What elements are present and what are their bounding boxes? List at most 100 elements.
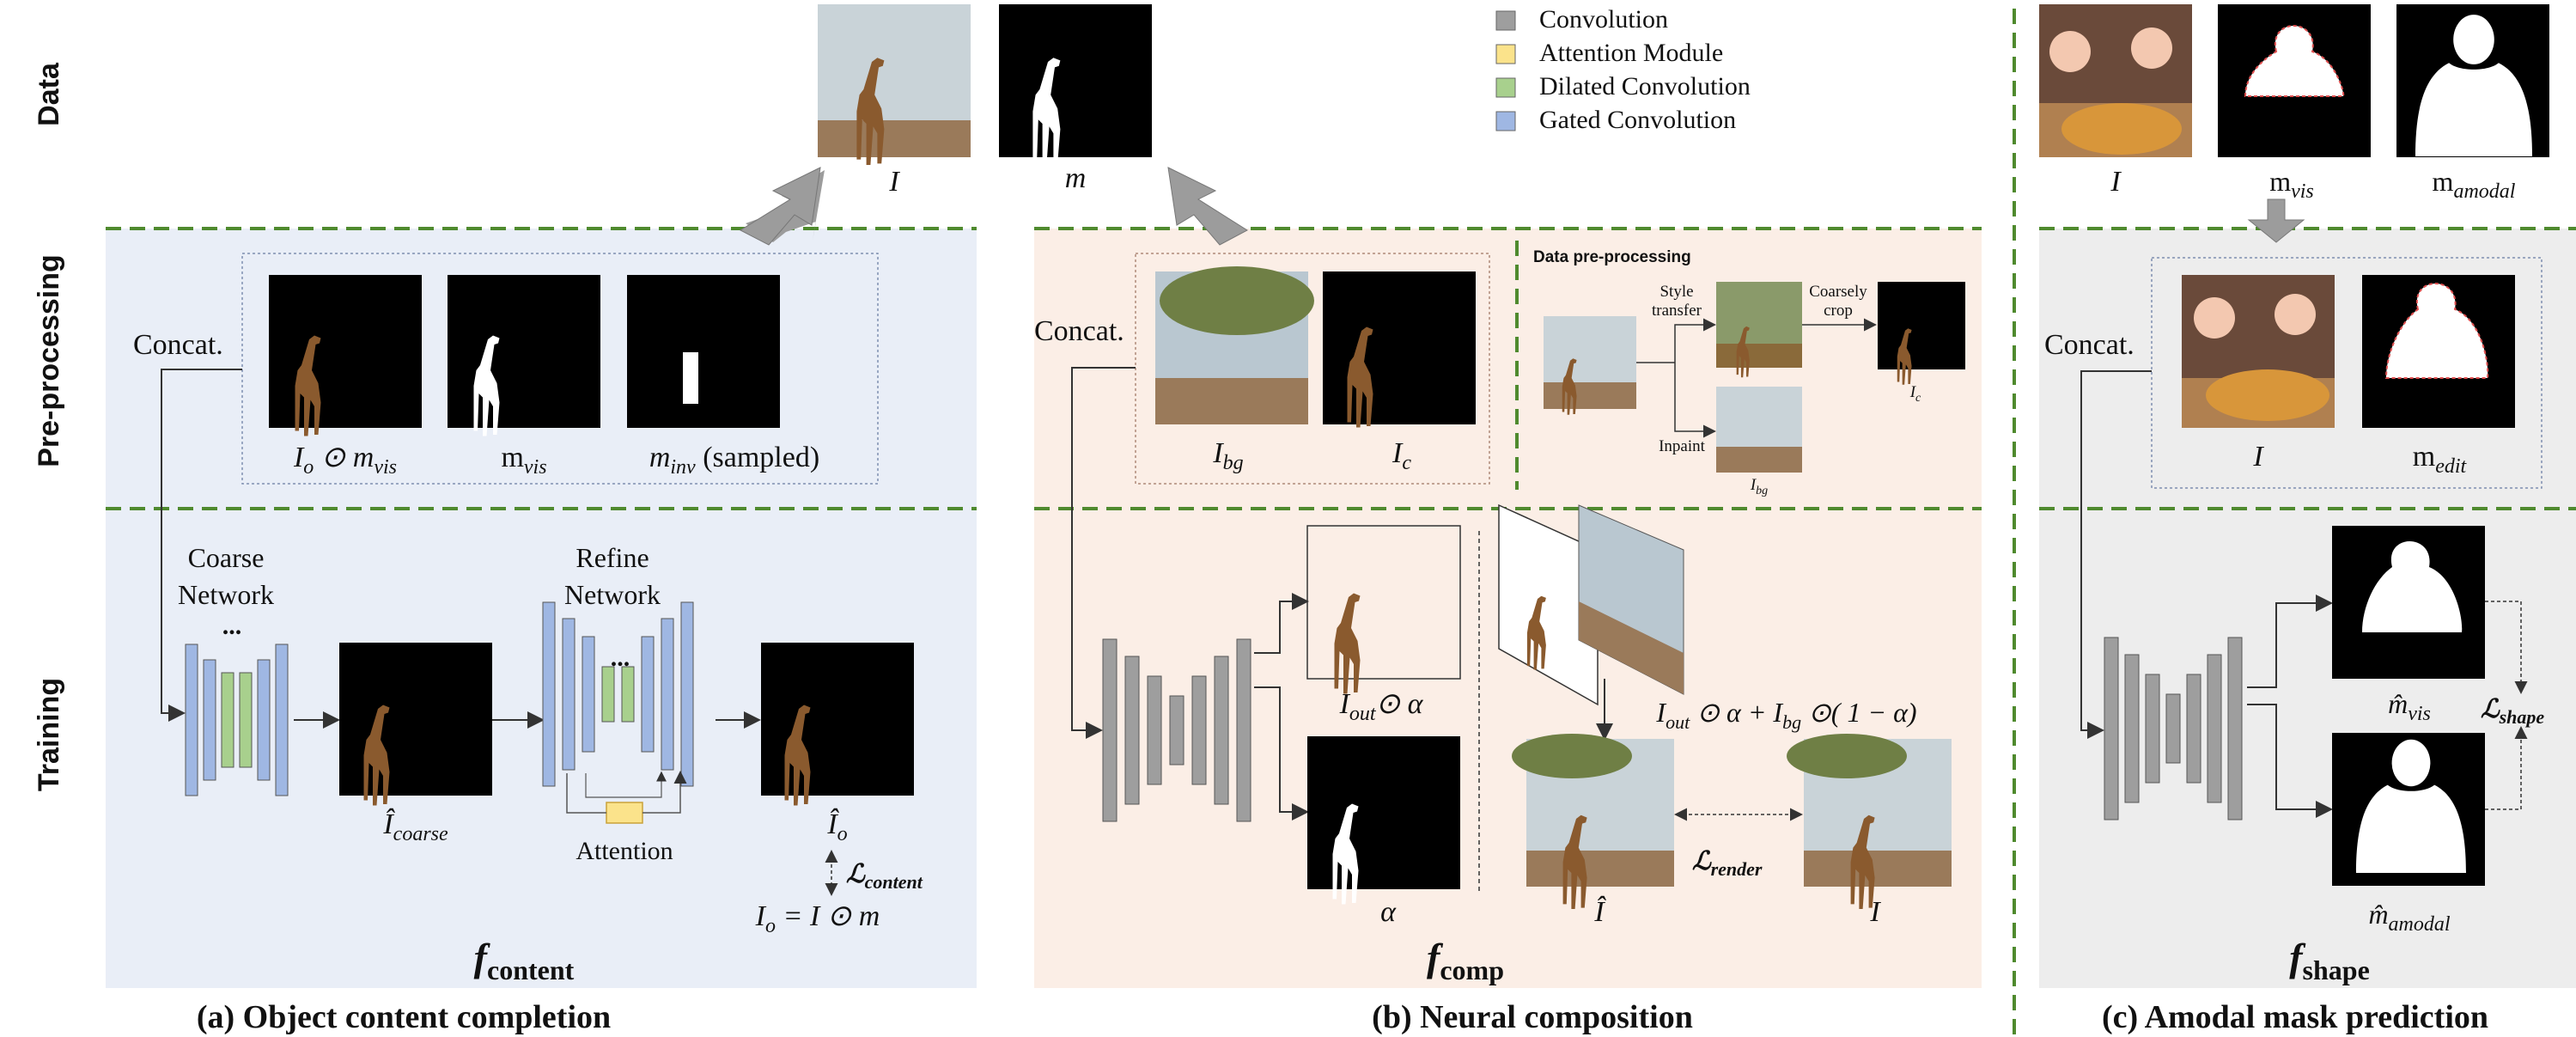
panel-a-input-minv [627, 275, 780, 428]
panel-c-concat-line [2080, 370, 2152, 739]
row-label-data: Data [33, 62, 65, 126]
legend-swatch [1495, 77, 1516, 98]
network-layer [239, 672, 253, 768]
shape-loss-top [2485, 601, 2528, 694]
refine-title-1: Refine [575, 542, 649, 573]
panel-b-input-label-0: Ibg [1212, 437, 1243, 474]
network-layer [1236, 638, 1251, 822]
panel-b-concat-line [1071, 367, 1136, 739]
dashed-separators [106, 9, 2576, 1037]
panel-b-input-bg [1155, 266, 1314, 424]
panel-c-input-edit-mask [2362, 275, 2515, 428]
pred-composite-image [1512, 734, 1674, 909]
preprocess-down [1674, 363, 1716, 438]
network-layer [203, 659, 216, 781]
panel-b-concat: Concat. [1034, 315, 1124, 347]
alpha-mask-image [1307, 736, 1460, 905]
network-layer [1214, 656, 1229, 805]
panel-b-caption: (b) Neural composition [1372, 999, 1693, 1035]
comp-out-bottom [1254, 686, 1309, 820]
panel-a-concat-line [161, 369, 242, 722]
attention-wire-in [566, 773, 606, 814]
refine-title-2: Network [564, 579, 661, 610]
layer-background-ground [1579, 601, 1684, 694]
preprocess-up [1674, 318, 1716, 363]
network-layer [2104, 637, 2119, 820]
out-amodal-mask [2332, 733, 2485, 886]
legend-label: Gated Convolution [1539, 106, 1736, 134]
gt-image [1787, 734, 1952, 909]
shape-out-top [2247, 595, 2333, 688]
big-arrow-c [2247, 198, 2305, 243]
network-layer [1124, 656, 1140, 805]
panel-c-input-label-0: I [2252, 441, 2264, 473]
coarsely-crop-2: crop [1824, 302, 1853, 320]
coarsely-crop-1: Coarsely [1809, 283, 1867, 301]
small-ibg-label: Ibg [1750, 476, 1768, 497]
network-layer [275, 644, 289, 796]
inpaint-image [1716, 387, 1802, 473]
out-object-frame [1306, 525, 1461, 680]
legend: Convolution Attention Module Dilated Convo… [1495, 5, 1751, 134]
refine-output-image [761, 643, 914, 806]
network-layer [1169, 695, 1184, 766]
network-layer [621, 666, 635, 723]
network-layer [185, 644, 198, 796]
out-amodal-label: m̂amodal [2368, 899, 2450, 936]
shape-network [2104, 637, 2243, 820]
panel-a-input-label-1: mvis [501, 442, 546, 479]
panel-a-input-masked-object [269, 275, 422, 436]
refine-output-label: Îo [826, 808, 847, 845]
panel-a-caption: (a) Object content completion [197, 999, 611, 1035]
blend-equation: Iout ⊙ α + Ibg ⊙( 1 − α) [1655, 697, 1916, 733]
small-ic-label: Ic [1909, 383, 1921, 405]
network-layer [1102, 638, 1117, 822]
panel-a-f-label: fcontent [474, 936, 575, 985]
network-layer [2124, 654, 2140, 803]
network-layer [221, 672, 234, 768]
coarse-title-1: Coarse [188, 542, 265, 573]
content-equation: Io = I ⊙ m [755, 900, 880, 937]
coarse-network [185, 644, 289, 796]
panel-c-f-label: fshape [2289, 936, 2370, 985]
panel-b-input-object [1323, 271, 1476, 428]
panel-b-input-label-1: Ic [1392, 437, 1411, 474]
composition-network [1102, 638, 1251, 822]
shape-out-bottom [2247, 704, 2333, 818]
out-object-label: Iout⊙ α [1339, 688, 1424, 725]
style-transfer-2: transfer [1652, 302, 1702, 320]
network-layer [661, 618, 674, 771]
network-layer [2227, 637, 2243, 820]
data-image-people [2039, 4, 2192, 157]
panel-a-input-label-2: minv (sampled) [649, 442, 819, 479]
legend-swatch [1495, 111, 1516, 131]
panel-a-input-mvis [448, 275, 600, 436]
gt-label: I [1869, 896, 1881, 928]
panel-a-input-label-0: Io ⊙ mvis [293, 442, 397, 479]
network-layer [2165, 693, 2181, 764]
panel-c-caption: (c) Amodal mask prediction [2102, 999, 2488, 1035]
panel-a-concat: Concat. [133, 329, 223, 361]
refine-network [542, 601, 694, 787]
network-layer [562, 618, 575, 771]
data-mask-amodal [2396, 4, 2549, 157]
coarse-output-image [339, 643, 492, 806]
refine-dots: ... [611, 644, 630, 672]
network-layer [1147, 675, 1162, 785]
row-label-preprocessing: Pre-processing [33, 254, 65, 467]
style-transfer-1: Style [1659, 283, 1693, 301]
big-arrow-a [739, 167, 821, 246]
coarse-output-label: Îcoarse [382, 808, 448, 845]
alpha-label: α [1380, 896, 1397, 928]
network-layer [680, 601, 694, 787]
data-mask-amodal-label: mamodal [2433, 166, 2516, 203]
panel-c-input-box [2151, 257, 2543, 489]
attention-module [606, 802, 643, 824]
data-image-giraffe [818, 4, 971, 165]
panel-c-input-label-1: medit [2413, 441, 2468, 478]
panel-c-input-image [2182, 275, 2335, 428]
render-loss-label: ℒrender [1692, 847, 1763, 880]
network-layer [601, 666, 615, 723]
pred-label: Î [1593, 896, 1606, 928]
